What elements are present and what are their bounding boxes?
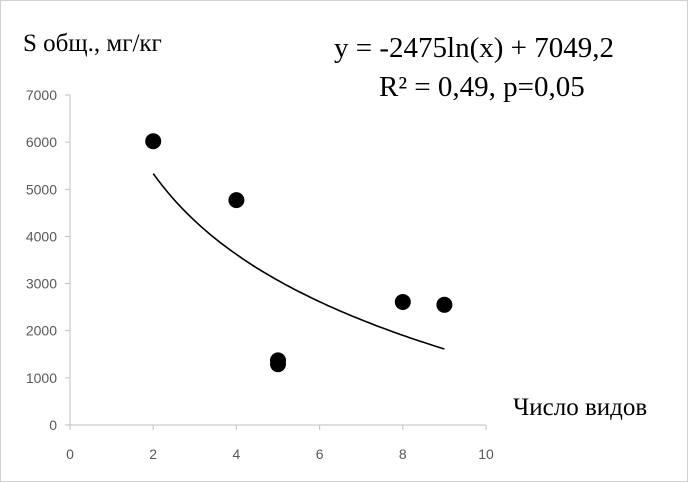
- x-tick-label: 0: [66, 446, 74, 462]
- y-tick-label: 4000: [26, 228, 57, 244]
- y-tick-label: 0: [49, 417, 57, 433]
- data-point: [394, 293, 411, 310]
- y-tick-label: 5000: [26, 181, 57, 197]
- trendline-stats: R² = 0,49, p=0,05: [379, 71, 585, 103]
- x-tick-label: 4: [233, 446, 241, 462]
- trendline-group: [152, 173, 445, 350]
- data-point: [436, 296, 453, 313]
- x-tick-label: 8: [399, 446, 407, 462]
- x-tick-label: 6: [316, 446, 324, 462]
- data-point: [270, 356, 286, 373]
- axes: 0 1000 2000 3000 4000 5000 6000 7000 0 2 4 6 8 10: [26, 87, 494, 462]
- x-tick-label: 2: [149, 446, 157, 462]
- data-point: [228, 192, 245, 209]
- trendline-equation: y = -2475ln(x) + 7049,2: [334, 32, 614, 64]
- y-tick-label: 6000: [26, 134, 57, 150]
- data-point: [145, 133, 162, 150]
- y-tick-label: 2000: [26, 323, 57, 339]
- y-tick-label: 3000: [26, 276, 57, 292]
- trendline: [152, 173, 445, 350]
- data-points: [145, 133, 453, 373]
- y-axis-title: S общ., мг/кг: [23, 30, 162, 57]
- y-tick-label: 1000: [26, 370, 57, 386]
- x-tick-label: 10: [478, 446, 494, 462]
- y-tick-label: 7000: [26, 87, 57, 103]
- x-axis-title: Число видов: [513, 394, 647, 421]
